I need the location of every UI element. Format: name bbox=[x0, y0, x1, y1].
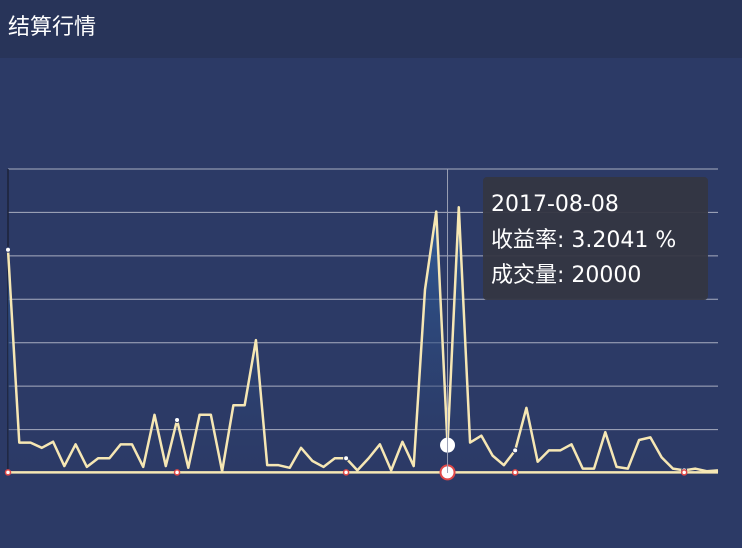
point bbox=[512, 447, 519, 454]
point bbox=[4, 469, 12, 476]
point bbox=[342, 469, 350, 476]
point bbox=[511, 469, 519, 476]
tooltip-title: 2017-08-08 bbox=[491, 192, 619, 217]
tooltip-box bbox=[483, 177, 708, 300]
area bbox=[8, 207, 718, 473]
point bbox=[174, 417, 181, 424]
point bbox=[343, 455, 350, 462]
tooltip-item: 成交量: 20000 bbox=[491, 263, 641, 288]
tooltip-item: 收益率: 3.2041 % bbox=[491, 228, 676, 253]
header-title: 结算行情 bbox=[0, 0, 742, 58]
point bbox=[173, 469, 181, 476]
point bbox=[5, 246, 11, 253]
line bbox=[6, 205, 719, 473]
point bbox=[680, 469, 688, 476]
